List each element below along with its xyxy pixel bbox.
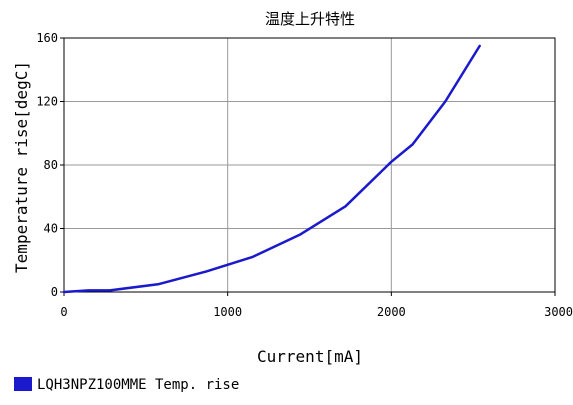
y-tick-label: 160 bbox=[36, 31, 58, 45]
y-tick-label: 0 bbox=[51, 285, 58, 299]
legend-label: LQH3NPZ100MME Temp. rise bbox=[37, 377, 239, 393]
chart-title: 温度上升特性 bbox=[265, 10, 355, 28]
x-axis-label: Current[mA] bbox=[257, 347, 363, 366]
legend: LQH3NPZ100MME Temp. rise bbox=[14, 377, 239, 393]
x-tick-label: 3000 bbox=[544, 305, 573, 319]
x-tick-label: 2000 bbox=[377, 305, 406, 319]
x-tick-label: 0 bbox=[60, 305, 67, 319]
legend-swatch bbox=[14, 377, 32, 391]
y-axis-label: Temperature rise[degC] bbox=[12, 61, 31, 273]
y-tick-label: 80 bbox=[44, 158, 58, 172]
plot-area: 0 1000 2000 3000 0 40 80 120 160 bbox=[36, 31, 573, 319]
y-tick-label: 40 bbox=[44, 222, 58, 236]
y-tick-label: 120 bbox=[36, 95, 58, 109]
series-line bbox=[62, 44, 481, 294]
x-tick-label: 1000 bbox=[213, 305, 242, 319]
